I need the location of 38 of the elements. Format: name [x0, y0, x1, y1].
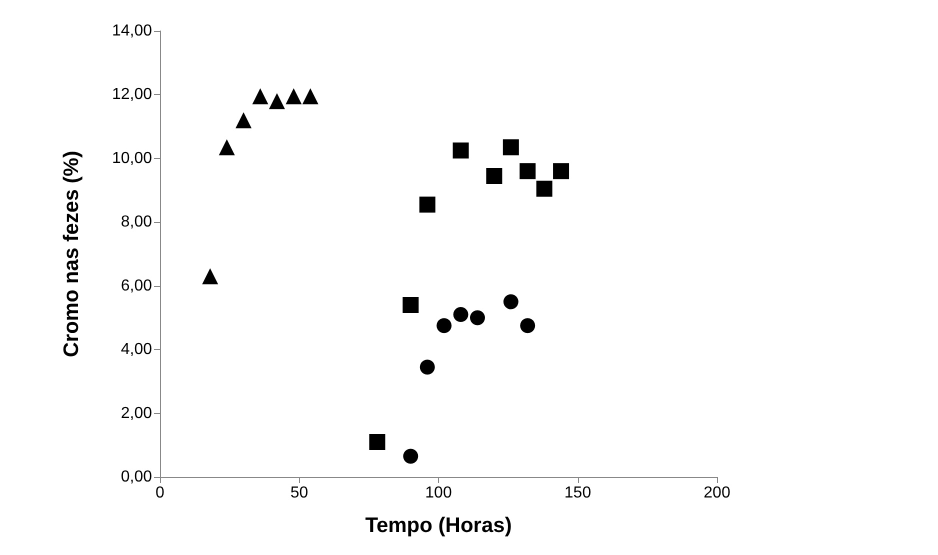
- y-axis-title: Cromo nas fezes (%): [60, 150, 83, 358]
- point: [452, 142, 469, 158]
- point: [252, 88, 268, 104]
- y-tick-label: 6,00: [120, 277, 152, 294]
- x-tick-label: 100: [425, 484, 452, 502]
- point: [470, 310, 485, 326]
- point: [420, 360, 435, 375]
- x-tick-label: 200: [704, 484, 730, 502]
- x-tick-label: 0: [156, 484, 165, 502]
- y-tick-label: 8,00: [120, 214, 152, 231]
- point: [486, 168, 502, 184]
- point: [520, 163, 536, 180]
- y-tick-label: 12,00: [112, 86, 152, 104]
- y-tick-label: 4,00: [120, 341, 152, 358]
- point: [502, 139, 519, 156]
- x-tick-label: 50: [290, 484, 308, 502]
- point: [419, 196, 436, 213]
- y-tick-label: 2,00: [120, 404, 152, 422]
- point: [286, 88, 302, 104]
- point: [302, 88, 318, 104]
- point: [202, 268, 218, 284]
- point: [553, 163, 570, 180]
- point: [503, 294, 518, 310]
- y-tick-label: 0,00: [120, 468, 152, 486]
- point: [402, 296, 419, 313]
- point: [236, 112, 252, 128]
- y-tick-label: 10,00: [112, 150, 152, 167]
- point: [218, 139, 235, 156]
- y-tick-label: 14,00: [112, 22, 152, 40]
- x-axis-title: Tempo (Horas): [365, 514, 512, 537]
- point: [520, 318, 536, 334]
- point: [369, 434, 386, 450]
- point: [403, 448, 418, 464]
- point: [436, 318, 452, 334]
- x-tick-label: 150: [564, 484, 592, 502]
- point: [536, 180, 552, 197]
- point: [453, 307, 468, 322]
- point: [268, 93, 285, 110]
